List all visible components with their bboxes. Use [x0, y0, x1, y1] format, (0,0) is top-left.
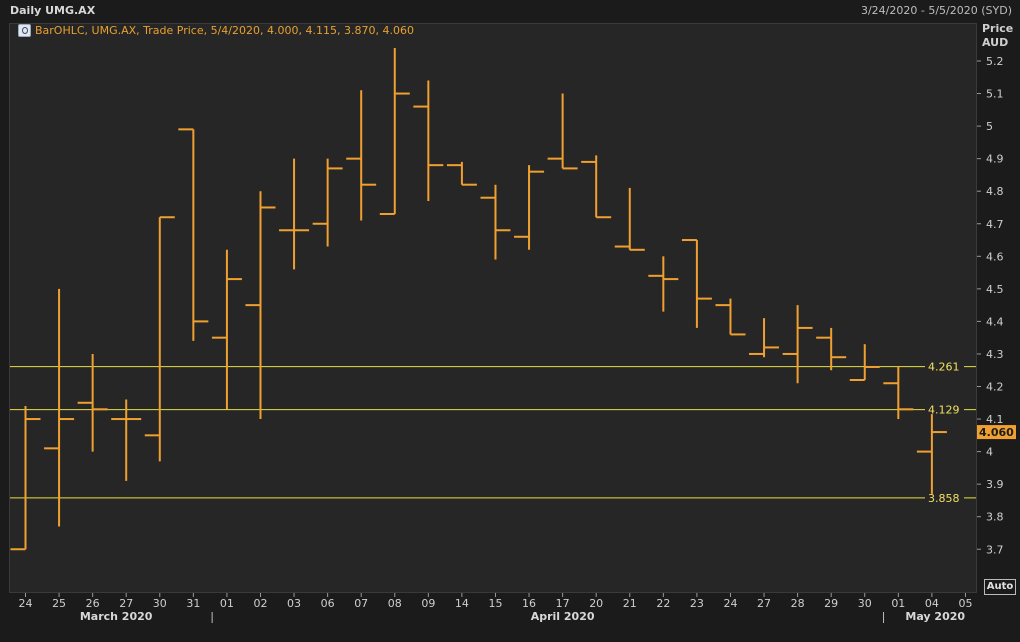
y-tick-label: 4.2 — [986, 381, 1004, 394]
ohlc-bar — [749, 318, 780, 358]
y-tick-label: 4.6 — [986, 250, 1004, 263]
y-tick-label: 3.8 — [986, 511, 1004, 524]
x-tick-label: 17 — [556, 597, 570, 610]
ohlc-bar — [144, 216, 175, 462]
x-tick-label: 24 — [19, 597, 33, 610]
x-tick-label: 29 — [824, 597, 838, 610]
x-tick-label: 05 — [958, 597, 972, 610]
y-tick-label: 4.3 — [986, 348, 1004, 361]
y-tick-label: 5 — [986, 120, 993, 133]
y-tick-label: 4.5 — [986, 283, 1004, 296]
ohlc-bar — [816, 327, 847, 371]
ohlc-bar — [648, 256, 679, 312]
ohlc-bar — [413, 80, 444, 201]
y-tick-label: 4.7 — [986, 218, 1004, 231]
ohlc-bar — [614, 187, 645, 251]
level-label: 4.129 — [928, 404, 960, 417]
ohlc-bar — [681, 239, 712, 328]
x-tick-label: 27 — [119, 597, 133, 610]
series-settings-icon[interactable] — [18, 24, 31, 37]
x-tick-label: 20 — [589, 597, 603, 610]
x-tick-label: 23 — [690, 597, 704, 610]
legend-text: BarOHLC, UMG.AX, Trade Price, 5/4/2020, … — [35, 24, 414, 37]
y-tick-label: 5.1 — [986, 88, 1004, 101]
ohlc-bar — [312, 158, 343, 247]
x-tick-label: 26 — [86, 597, 100, 610]
ohlc-bar — [514, 165, 545, 250]
x-tick-label: 25 — [52, 597, 66, 610]
y-axis-title-price: Price — [982, 22, 1014, 35]
level-label-bg — [925, 402, 964, 416]
x-tick-label: 30 — [858, 597, 872, 610]
y-tick-label: 4.8 — [986, 185, 1004, 198]
level-label-bg — [925, 359, 964, 373]
auto-scale-button[interactable]: Auto — [984, 579, 1016, 595]
ohlc-bar — [883, 366, 914, 420]
x-tick-label: 31 — [186, 597, 200, 610]
ohlc-bar — [581, 155, 612, 219]
y-tick-label: 4.4 — [986, 315, 1004, 328]
ohlc-bar — [346, 90, 377, 221]
level-label: 4.261 — [928, 361, 960, 374]
date-range: 3/24/2020 - 5/5/2020 (SYD) — [860, 4, 1012, 17]
x-tick-label: 08 — [388, 597, 402, 610]
ohlc-bar — [782, 305, 813, 384]
x-tick-label: 21 — [623, 597, 637, 610]
x-tick-label: 03 — [287, 597, 301, 610]
y-tick-label: 4.1 — [986, 413, 1004, 426]
y-tick-label: 4.9 — [986, 153, 1004, 166]
ohlc-bar — [480, 184, 511, 260]
y-tick-label: 5.2 — [986, 55, 1004, 68]
x-tick-label: 24 — [723, 597, 737, 610]
ohlc-bar — [547, 93, 578, 170]
chart-title: Daily UMG.AX — [10, 4, 96, 17]
x-tick-label: 01 — [891, 597, 905, 610]
ohlc-bar — [379, 47, 410, 215]
x-tick-label: 16 — [522, 597, 536, 610]
ohlc-bar — [446, 161, 477, 186]
x-tick-label: 27 — [757, 597, 771, 610]
ohlc-bar — [849, 344, 880, 381]
x-tick-label: 30 — [153, 597, 167, 610]
month-label: April 2020 — [531, 610, 595, 623]
y-tick-label: 3.9 — [986, 478, 1004, 491]
y-tick-label: 4 — [986, 446, 993, 459]
ohlc-bar — [10, 406, 41, 551]
last-price-box — [977, 425, 1016, 440]
x-tick-label: 09 — [421, 597, 435, 610]
x-tick-label: 07 — [354, 597, 368, 610]
x-tick-label: 02 — [253, 597, 267, 610]
x-tick-label: 22 — [656, 597, 670, 610]
x-tick-label: 01 — [220, 597, 234, 610]
level-label: 3.858 — [928, 492, 960, 505]
x-tick-label: 15 — [488, 597, 502, 610]
month-label: May 2020 — [905, 610, 965, 623]
ohlc-bar — [178, 128, 209, 341]
ohlc-bar — [715, 298, 746, 336]
y-axis-title-currency: AUD — [982, 36, 1009, 49]
ohlc-bar — [111, 399, 142, 481]
ohlc-bar — [77, 353, 108, 452]
month-label: March 2020 — [80, 610, 153, 623]
chart-header: Daily UMG.AX 3/24/2020 - 5/5/2020 (SYD) — [0, 0, 1020, 22]
level-label-bg — [925, 490, 964, 504]
x-tick-label: 14 — [455, 597, 469, 610]
ohlc-bar — [245, 191, 276, 420]
ohlc-bar — [916, 414, 947, 494]
y-axis-title: Price AUD — [982, 22, 1013, 50]
last-price-label: 4.060 — [979, 426, 1014, 439]
x-tick-label: 28 — [791, 597, 805, 610]
ohlc-bar — [279, 158, 310, 270]
x-tick-label: 04 — [925, 597, 939, 610]
ohlc-bar — [211, 249, 242, 410]
y-tick-label: 3.7 — [986, 543, 1004, 556]
x-tick-label: 06 — [321, 597, 335, 610]
ohlc-bar — [44, 288, 75, 527]
series-legend[interactable]: BarOHLC, UMG.AX, Trade Price, 5/4/2020, … — [18, 24, 414, 37]
